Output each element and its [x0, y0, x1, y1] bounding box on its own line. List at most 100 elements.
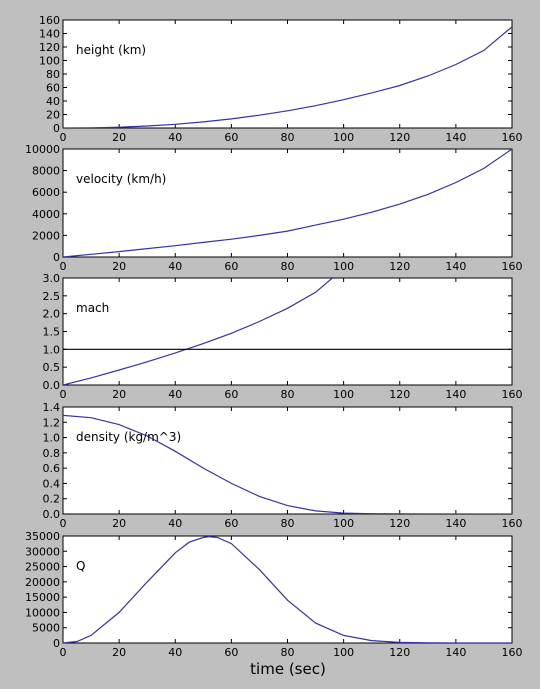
panel-1-xtick-label: 80 — [281, 131, 295, 144]
panel-3-xtick-label: 0 — [60, 388, 67, 401]
panel-1-axes — [62, 19, 513, 129]
panel-4-xtick-label: 160 — [502, 517, 523, 530]
panel-2-xtick-label: 20 — [112, 260, 126, 273]
panel-1-ytick-label: 120 — [39, 41, 60, 54]
panel-2-xtick-label: 0 — [60, 260, 67, 273]
panel-3-axes — [62, 277, 513, 386]
panel-3-ytick-label: 2.5 — [43, 290, 61, 303]
panel-4-axes — [62, 406, 513, 515]
panel-2-xtick-label: 160 — [502, 260, 523, 273]
panel-3-xtick-label: 60 — [224, 388, 238, 401]
panel-1-ytick-label: 80 — [46, 68, 60, 81]
panel-5-ytick-label: 5000 — [32, 622, 60, 635]
panel-2-ytick-label: 0 — [53, 251, 60, 264]
panel-5-ytick-label: 15000 — [25, 591, 60, 604]
panel-5-ytick-label: 35000 — [25, 530, 60, 543]
panel-4-ytick-label: 1.2 — [43, 416, 61, 429]
panel-3-xtick-label: 120 — [389, 388, 410, 401]
panel-5-xtick-label: 160 — [502, 646, 523, 659]
panel-1-xtick-label: 0 — [60, 131, 67, 144]
panel-1-xtick-label: 40 — [168, 131, 182, 144]
panel-1-xtick-label: 60 — [224, 131, 238, 144]
panel-5-xtick-label: 40 — [168, 646, 182, 659]
panel-2-xtick-label: 40 — [168, 260, 182, 273]
panel-4-xtick-label: 80 — [281, 517, 295, 530]
panel-2-xtick-label: 80 — [281, 260, 295, 273]
panel-4-xtick-label: 140 — [445, 517, 466, 530]
panel-2-ytick-label: 6000 — [32, 186, 60, 199]
panel-5-ytick-label: 20000 — [25, 576, 60, 589]
panel-3-ytick-label: 0.5 — [43, 361, 61, 374]
panel-2-ytick-label: 10000 — [25, 143, 60, 156]
panel-2-label: velocity (km/h) — [76, 172, 166, 186]
panel-5-ytick-label: 10000 — [25, 606, 60, 619]
panel-3-ytick-label: 2.0 — [43, 308, 61, 321]
panel-4-xtick-label: 40 — [168, 517, 182, 530]
panel-1-ytick-label: 20 — [46, 109, 60, 122]
panel-5-ytick-label: 30000 — [25, 545, 60, 558]
panel-3-series-1-line — [63, 278, 333, 385]
panel-3-xtick-label: 40 — [168, 388, 182, 401]
panel-2-ytick-label: 4000 — [32, 208, 60, 221]
panel-5-xtick-label: 80 — [281, 646, 295, 659]
panel-2-series-1-line — [63, 149, 512, 257]
panel-1-ytick-label: 160 — [39, 14, 60, 27]
panel-4-ytick-label: 0.0 — [43, 508, 61, 521]
panel-1-xtick-label: 20 — [112, 131, 126, 144]
panel-2-xtick-label: 60 — [224, 260, 238, 273]
panel-5-xtick-label: 0 — [60, 646, 67, 659]
panel-1-ytick-label: 140 — [39, 28, 60, 41]
panel-2-axes — [62, 148, 513, 258]
panel-3-label: mach — [76, 301, 109, 315]
panel-1-series-1-line — [63, 26, 512, 128]
panel-4-xtick-label: 100 — [333, 517, 354, 530]
panel-4-series-1-line — [63, 414, 512, 514]
panel-1-xtick-label: 140 — [445, 131, 466, 144]
panel-5-xtick-label: 140 — [445, 646, 466, 659]
panel-3-ytick-label: 1.5 — [43, 326, 61, 339]
panel-3-xtick-label: 100 — [333, 388, 354, 401]
panel-3-ytick-label: 3.0 — [43, 272, 61, 285]
panel-3-xtick-label: 160 — [502, 388, 523, 401]
panel-4-ytick-label: 1.0 — [43, 432, 61, 445]
panel-2-ytick-label: 2000 — [32, 229, 60, 242]
panel-1-xtick-label: 100 — [333, 131, 354, 144]
panel-4-ytick-label: 0.8 — [43, 447, 61, 460]
panel-3-xtick-label: 80 — [281, 388, 295, 401]
panel-5-label: Q — [76, 559, 85, 573]
panel-5-xtick-label: 20 — [112, 646, 126, 659]
panel-4-xtick-label: 120 — [389, 517, 410, 530]
panel-2-xtick-label: 140 — [445, 260, 466, 273]
panel-3-ytick-label: 1.0 — [43, 343, 61, 356]
panel-4-xtick-label: 0 — [60, 517, 67, 530]
panel-4-ytick-label: 0.2 — [43, 493, 61, 506]
panel-1-xtick-label: 160 — [502, 131, 523, 144]
panel-3-xtick-label: 140 — [445, 388, 466, 401]
panel-1-label: height (km) — [76, 43, 146, 57]
panel-4-ytick-label: 0.4 — [43, 477, 61, 490]
panel-5-ytick-label: 25000 — [25, 561, 60, 574]
panel-3-ytick-label: 0.0 — [43, 379, 61, 392]
panel-1-ytick-label: 100 — [39, 55, 60, 68]
x-axis-label: time (sec) — [250, 660, 326, 678]
panel-5-axes — [62, 535, 513, 644]
panel-4-xtick-label: 20 — [112, 517, 126, 530]
panel-1-xtick-label: 120 — [389, 131, 410, 144]
panel-5-xtick-label: 60 — [224, 646, 238, 659]
panel-5-xtick-label: 100 — [333, 646, 354, 659]
panel-2-ytick-label: 8000 — [32, 165, 60, 178]
panel-1-ytick-label: 0 — [53, 122, 60, 135]
panel-1-ytick-label: 40 — [46, 95, 60, 108]
panel-4-label: density (kg/m^3) — [76, 430, 181, 444]
panel-2-xtick-label: 100 — [333, 260, 354, 273]
panel-5-ytick-label: 0 — [53, 637, 60, 650]
panel-5-series-1-line — [63, 536, 512, 643]
panel-4-ytick-label: 1.4 — [43, 401, 61, 414]
panel-4-ytick-label: 0.6 — [43, 462, 61, 475]
panel-4-xtick-label: 60 — [224, 517, 238, 530]
panel-2-xtick-label: 120 — [389, 260, 410, 273]
panel-3-xtick-label: 20 — [112, 388, 126, 401]
panel-5-xtick-label: 120 — [389, 646, 410, 659]
panel-1-ytick-label: 60 — [46, 82, 60, 95]
